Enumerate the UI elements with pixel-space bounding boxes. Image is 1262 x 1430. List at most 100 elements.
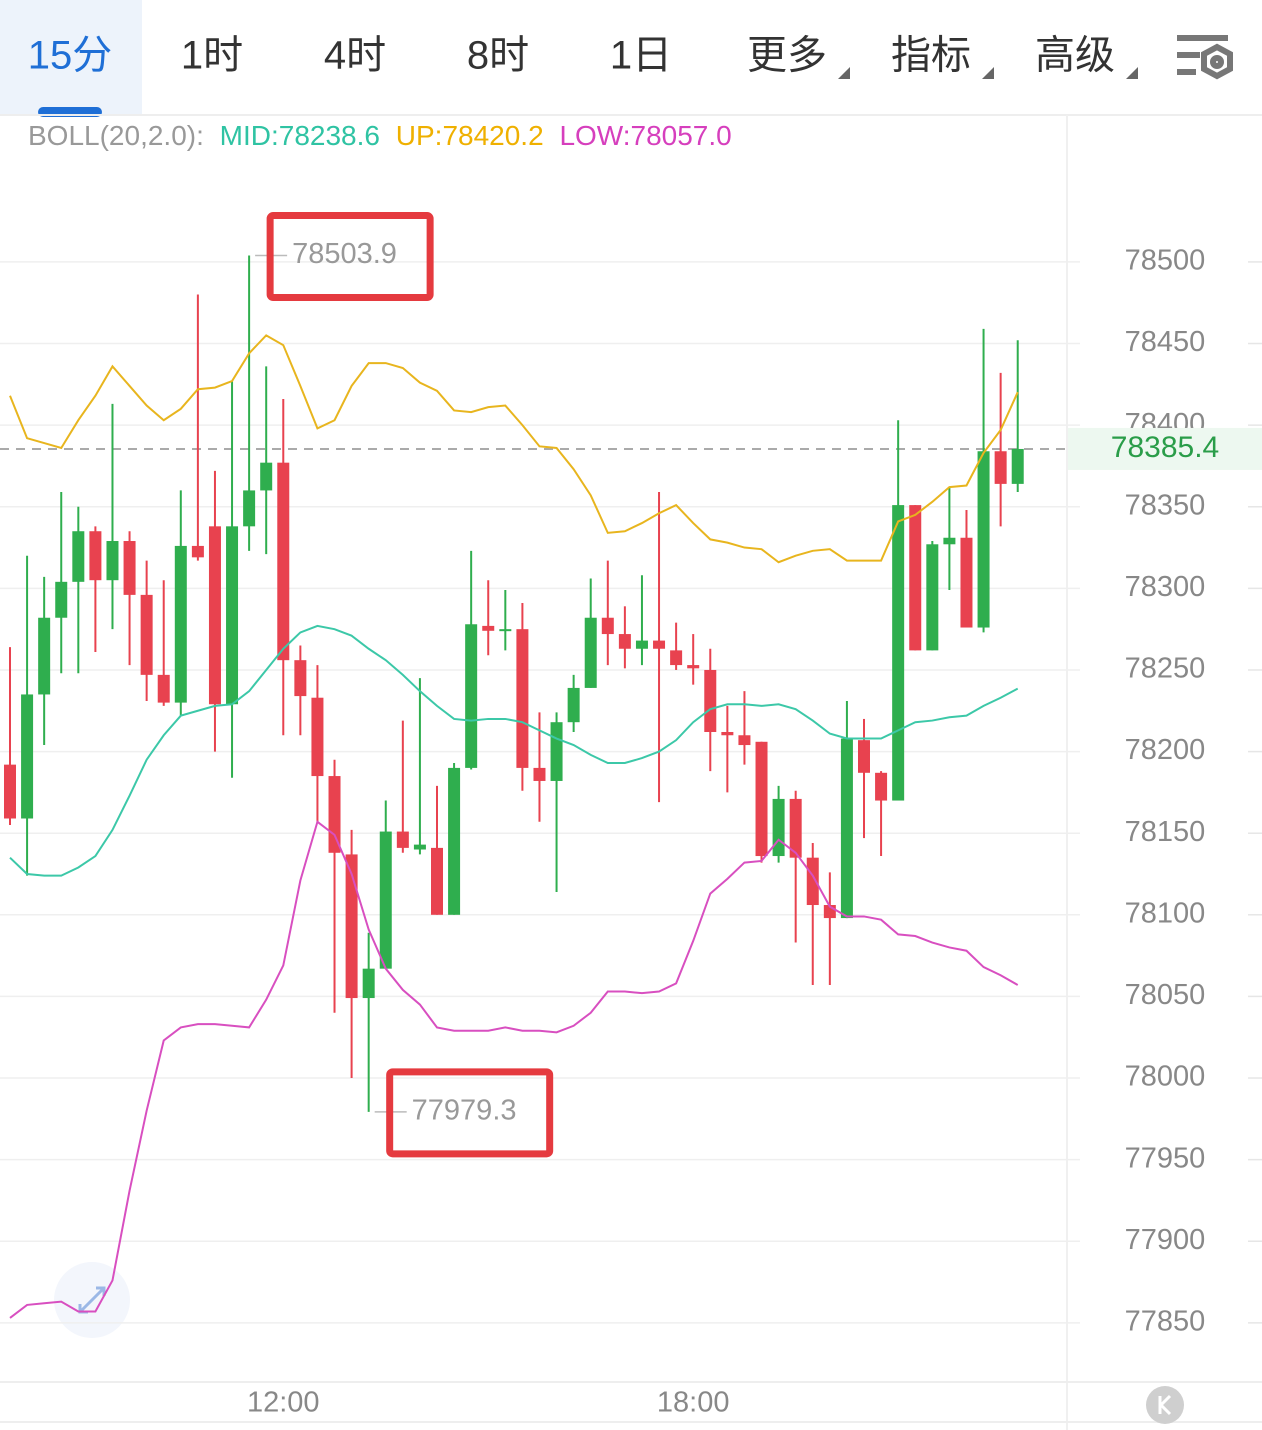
candle-body — [482, 625, 495, 631]
active-tab-bg — [0, 0, 142, 114]
legend-entry: MID:78238.6 — [220, 120, 380, 151]
expand-icon[interactable] — [54, 1262, 130, 1338]
candle-body — [431, 847, 443, 915]
candle-body — [89, 531, 102, 581]
candle-body — [499, 629, 512, 632]
candle-body — [294, 660, 307, 697]
candle-body — [943, 537, 956, 545]
candle-body — [960, 537, 973, 628]
candle-body — [72, 531, 85, 582]
candle-body — [635, 640, 648, 649]
candle-body — [789, 798, 802, 858]
candle-body — [174, 545, 187, 703]
candle-body — [670, 650, 683, 666]
annotation-label: 78503.9 — [292, 238, 397, 270]
boll-line — [9, 334, 1019, 564]
annotation-box — [266, 212, 434, 302]
candle-body — [123, 541, 136, 595]
k-icon[interactable] — [1146, 1386, 1184, 1424]
candle-body — [909, 505, 922, 651]
y-tick-label: 78200 — [1125, 734, 1206, 766]
dropdown-arrow[interactable] — [838, 67, 850, 79]
candle-body — [550, 722, 563, 781]
candle-body — [533, 767, 546, 781]
candle-body — [806, 857, 819, 906]
candle-body — [738, 735, 751, 746]
candle-body — [260, 462, 273, 491]
candle-body — [106, 541, 119, 581]
candle-body — [601, 617, 614, 635]
candle-body — [226, 526, 239, 705]
y-tick-label: 78500 — [1125, 245, 1206, 277]
candle-body — [687, 665, 700, 669]
candle-body — [1011, 448, 1024, 484]
boll-line — [9, 820, 1019, 1319]
icon-bg — [1146, 1386, 1184, 1424]
candle-body — [277, 462, 290, 661]
candle-body — [38, 617, 51, 695]
candle-body — [977, 451, 990, 628]
icon-gear-hole — [1210, 55, 1224, 69]
y-tick-label: 78350 — [1125, 489, 1206, 521]
y-tick-label: 77950 — [1125, 1142, 1206, 1174]
legend-entry: UP:78420.2 — [396, 120, 544, 151]
candle-body — [465, 624, 478, 768]
icon-k — [1158, 1394, 1172, 1416]
dropdown-arrow[interactable] — [982, 67, 994, 79]
candle-body — [21, 694, 34, 819]
candle-body — [362, 968, 375, 999]
candle-body — [516, 629, 529, 768]
candle-body — [704, 669, 717, 732]
candle-body — [345, 854, 358, 999]
tab[interactable]: 更多 — [747, 34, 827, 78]
tab[interactable]: 4时 — [324, 34, 386, 78]
candle-body — [311, 697, 324, 777]
candle-body — [721, 731, 734, 736]
x-tick-label: 18:00 — [657, 1387, 730, 1419]
y-tick-label: 77850 — [1125, 1306, 1206, 1338]
dropdown-arrow[interactable] — [1126, 67, 1138, 79]
candle-body — [379, 831, 392, 969]
icon-gear — [1201, 43, 1233, 80]
candle-body — [618, 634, 631, 649]
candle-body — [892, 505, 905, 801]
candle-body — [858, 740, 870, 773]
y-tick-label: 78450 — [1125, 326, 1206, 358]
last-price-tag — [1068, 427, 1262, 470]
candle-body — [772, 798, 785, 857]
settings-icon[interactable] — [1177, 35, 1233, 80]
y-tick-label: 78100 — [1125, 897, 1206, 929]
tab[interactable]: 15分 — [28, 34, 113, 78]
tab[interactable]: 指标 — [891, 34, 971, 78]
candle-body — [567, 687, 580, 723]
annotation-box — [386, 1068, 554, 1158]
candle-body — [208, 526, 221, 705]
candle-body — [140, 594, 153, 675]
y-tick-label: 78300 — [1125, 571, 1206, 603]
tab[interactable]: 高级 — [1035, 34, 1115, 78]
annotation-label: 77979.3 — [412, 1094, 517, 1126]
y-tick-label: 78250 — [1125, 653, 1206, 685]
candle-body — [4, 764, 16, 819]
candle-body — [328, 776, 341, 853]
y-tick-label: 77900 — [1125, 1224, 1206, 1256]
candle-body — [584, 617, 597, 688]
dropdown-marks — [838, 67, 1138, 79]
candle-body — [396, 831, 409, 848]
candle-body — [413, 844, 426, 850]
candle-body — [55, 581, 68, 618]
indicator-legend: BOLL(20,2.0): MID:78238.6 UP:78420.2 LOW… — [28, 120, 732, 151]
tab[interactable]: 1日 — [610, 34, 672, 78]
candle-body — [653, 640, 666, 649]
y-tick-label: 78150 — [1125, 816, 1206, 848]
tab[interactable]: 1时 — [181, 34, 243, 78]
tab[interactable]: 8时 — [467, 34, 529, 78]
candle-body — [448, 767, 461, 915]
candle-body — [157, 674, 170, 703]
boll-line — [9, 624, 1019, 877]
x-tick-label: 12:00 — [247, 1387, 320, 1419]
candle-body — [243, 490, 256, 527]
y-tick-label: 78000 — [1125, 1061, 1206, 1093]
indicator-name: BOLL(20,2.0): — [28, 120, 204, 151]
